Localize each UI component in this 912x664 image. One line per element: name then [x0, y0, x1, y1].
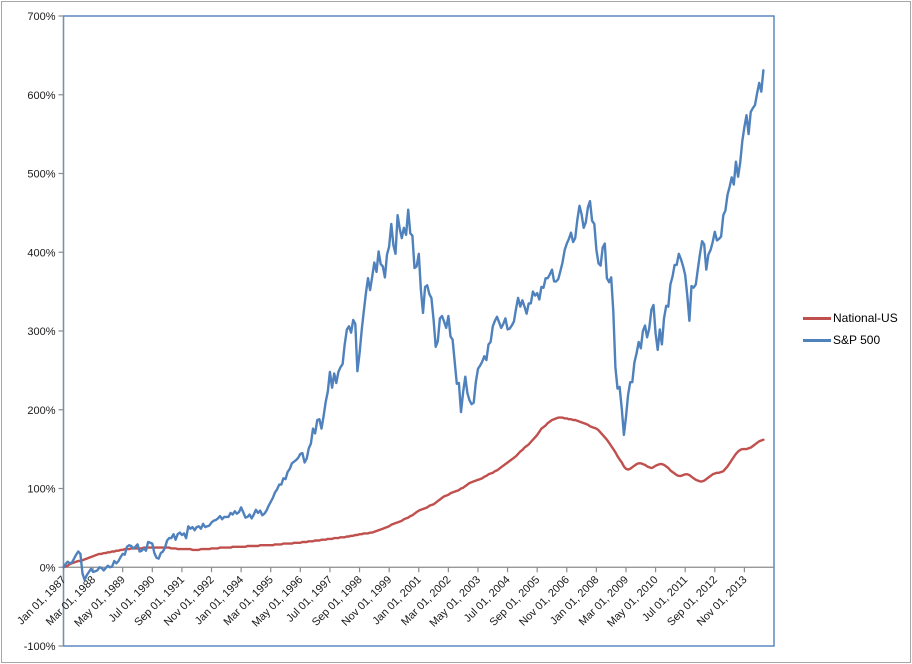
- legend-label-national-us: National-US: [833, 311, 898, 325]
- y-tick-label: 200%: [27, 405, 55, 417]
- y-tick-label: 700%: [27, 11, 55, 23]
- y-tick-label: 0%: [40, 562, 56, 574]
- y-tick-label: 600%: [27, 90, 55, 102]
- sp500-line: [62, 69, 765, 582]
- sp500-line-swatch: [803, 339, 831, 342]
- legend: National-US S&P 500: [803, 312, 898, 347]
- plot-area-border: [62, 15, 775, 647]
- y-tick-label: -100%: [24, 641, 56, 653]
- y-tick-label: 100%: [27, 484, 55, 496]
- y-tick-label: 300%: [27, 326, 55, 338]
- y-tick-label: 400%: [27, 247, 55, 259]
- legend-item-sp500: S&P 500: [803, 334, 898, 347]
- legend-item-national-us: National-US: [803, 312, 898, 325]
- legend-label-sp500: S&P 500: [833, 333, 881, 347]
- national-us-line-swatch: [803, 317, 831, 320]
- y-tick-label: 500%: [27, 169, 55, 181]
- national-us-line: [62, 416, 765, 569]
